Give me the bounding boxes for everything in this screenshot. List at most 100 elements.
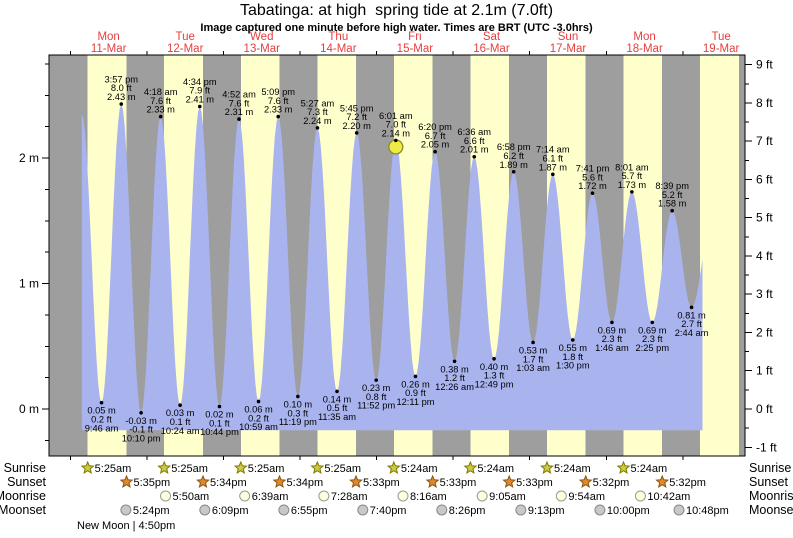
- right-axis-label: 8 ft: [756, 96, 773, 110]
- tide-extreme-dot: [413, 374, 418, 379]
- tide-annotation-line: 7:14 am: [536, 145, 570, 155]
- moonset-time: 5:24pm: [133, 505, 170, 517]
- moonrise-time: 8:16am: [410, 491, 447, 503]
- sunrise-time: 5:25am: [324, 463, 361, 475]
- daylight-band: [700, 55, 739, 456]
- tide-annotation-line: 6:36 am: [457, 127, 491, 137]
- high-tide-annotation: 4:34 pm7.9 ft2.41 m: [183, 77, 217, 109]
- tide-annotation-line: 12:26 am: [435, 382, 474, 392]
- tide-annotation-line: 0.53 m: [519, 345, 548, 355]
- sunrise-time: 5:25am: [95, 463, 132, 475]
- tide-annotation-line: 0.81 m: [677, 310, 706, 320]
- right-axis-label: 4 ft: [756, 249, 773, 263]
- moonset-marker: [673, 504, 685, 516]
- moonrise-time: 9:54am: [568, 491, 605, 503]
- tide-extreme-dot: [354, 131, 359, 135]
- chart-subtitle: Image captured one minute before high wa…: [200, 22, 593, 34]
- tide-extreme-dot: [394, 138, 398, 143]
- high-tide-annotation: 3:57 pm8.0 ft2.43 m: [104, 74, 138, 106]
- sunrise-marker: [233, 460, 248, 474]
- axes: [42, 51, 752, 460]
- sunrise-marker: [540, 460, 554, 474]
- moonset-marker: [594, 504, 606, 516]
- sunrise-marker: [310, 460, 325, 474]
- sunset-time: 5:34pm: [287, 477, 324, 489]
- moonset-time: 6:55pm: [291, 505, 328, 517]
- moonset-time: 10:00pm: [607, 505, 650, 517]
- tide-extreme-dot: [610, 320, 614, 325]
- tide-annotation-line: 0.55 m: [559, 343, 588, 353]
- low-tide-annotation: 0.05 m0.2 ft9:46 am: [85, 400, 119, 433]
- sunset-marker: [578, 474, 593, 488]
- tide-annotation-line: 1:46 am: [595, 343, 629, 353]
- tide-annotation-line: 9:46 am: [85, 423, 119, 433]
- moonrise-time: 6:39am: [252, 491, 289, 503]
- legend-row-label-left: Moonrise: [0, 489, 46, 503]
- moonset-time: 9:13pm: [528, 505, 565, 517]
- tide-annotation-line: 7.3 ft: [307, 107, 328, 117]
- day-label-date: 11-Mar: [91, 43, 127, 55]
- tide-annotation-line: 1.8 ft: [562, 352, 583, 362]
- right-axis-label: 2 ft: [756, 325, 773, 339]
- tide-annotation-line: 2.33 m: [264, 105, 293, 115]
- tide-extreme-dot: [630, 190, 634, 194]
- day-label-date: 19-Mar: [703, 43, 740, 55]
- low-tide-annotation: 0.69 m2.3 ft2:25 pm: [635, 320, 669, 353]
- high-tide-annotation: 7:41 pm5.6 ft1.72 m: [576, 164, 610, 195]
- sunrise-time: 5:25am: [171, 463, 208, 475]
- day-label-date: 18-Mar: [626, 43, 663, 55]
- tide-annotation-line: 7.6 ft: [268, 96, 289, 106]
- tide-annotation-line: 2.24 m: [303, 116, 332, 126]
- high-tide-annotation: 5:09 pm7.6 ft2.33 m: [261, 87, 295, 119]
- high-tide-annotation: 8:01 am5.7 ft1.73 m: [615, 162, 649, 194]
- tide-annotation-line: 1.73 m: [618, 180, 647, 190]
- tide-annotation-line: 0.23 m: [362, 383, 391, 393]
- tide-annotation-line: 2.31 m: [225, 107, 254, 117]
- moonrise-marker: [239, 490, 251, 502]
- sunrise-time: 5:24am: [631, 463, 668, 475]
- tide-annotation-line: -0.1 ft: [129, 425, 153, 435]
- tide-annotation-line: 2.41 m: [186, 95, 215, 105]
- tide-annotation-line: 12:11 pm: [396, 397, 434, 407]
- low-tide-annotation: 0.55 m1.8 ft1:30 pm: [556, 338, 590, 371]
- moonset-time: 8:26pm: [449, 505, 486, 517]
- right-axis-label: 0 ft: [756, 402, 773, 416]
- high-tide-annotation: 6:20 pm6.7 ft2.05 m: [418, 122, 452, 154]
- new-moon-note: New Moon | 4:50pm: [77, 520, 175, 532]
- tide-extreme-dot: [433, 149, 437, 154]
- sunrise-time: 5:24am: [401, 463, 438, 475]
- tide-annotation-line: 0.40 m: [480, 362, 509, 372]
- low-tide-annotation: 0.81 m2.7 ft2:44 am: [675, 305, 709, 338]
- right-axis-label: 6 ft: [756, 172, 773, 186]
- tide-annotation-line: 0.26 m: [401, 379, 430, 389]
- sunset-marker: [425, 474, 440, 488]
- day-label-dow: Wed: [250, 31, 273, 43]
- tide-annotation-line: 3:57 pm: [104, 74, 138, 84]
- tide-annotation-line: 0.5 ft: [327, 403, 348, 413]
- tide-annotation-line: 1:30 pm: [556, 361, 590, 371]
- tide-annotation-line: 0.03 m: [166, 408, 195, 418]
- right-axis-label: 5 ft: [756, 211, 773, 225]
- tide-annotation-line: 0.02 m: [205, 409, 234, 419]
- sunset-marker: [272, 474, 287, 488]
- moonrise-time: 10:42am: [647, 491, 690, 503]
- tide-annotation-line: 4:52 am: [222, 89, 256, 99]
- tide-area: [81, 104, 703, 431]
- tide-annotation-line: 0.05 m: [87, 406, 116, 416]
- moonset-marker: [357, 504, 369, 516]
- tide-extreme-dot: [217, 404, 222, 409]
- day-labels: Mon11-MarTue12-MarWed13-MarThu14-MarFri1…: [91, 31, 740, 55]
- tide-annotation-line: 0.14 m: [323, 394, 352, 404]
- moonset-marker: [515, 504, 527, 516]
- tide-extreme-dot: [374, 378, 378, 382]
- tide-annotation-line: 7.6 ft: [229, 98, 250, 108]
- tide-annotation-line: 0.06 m: [244, 404, 273, 414]
- tide-annotation-line: 4:18 am: [144, 87, 178, 97]
